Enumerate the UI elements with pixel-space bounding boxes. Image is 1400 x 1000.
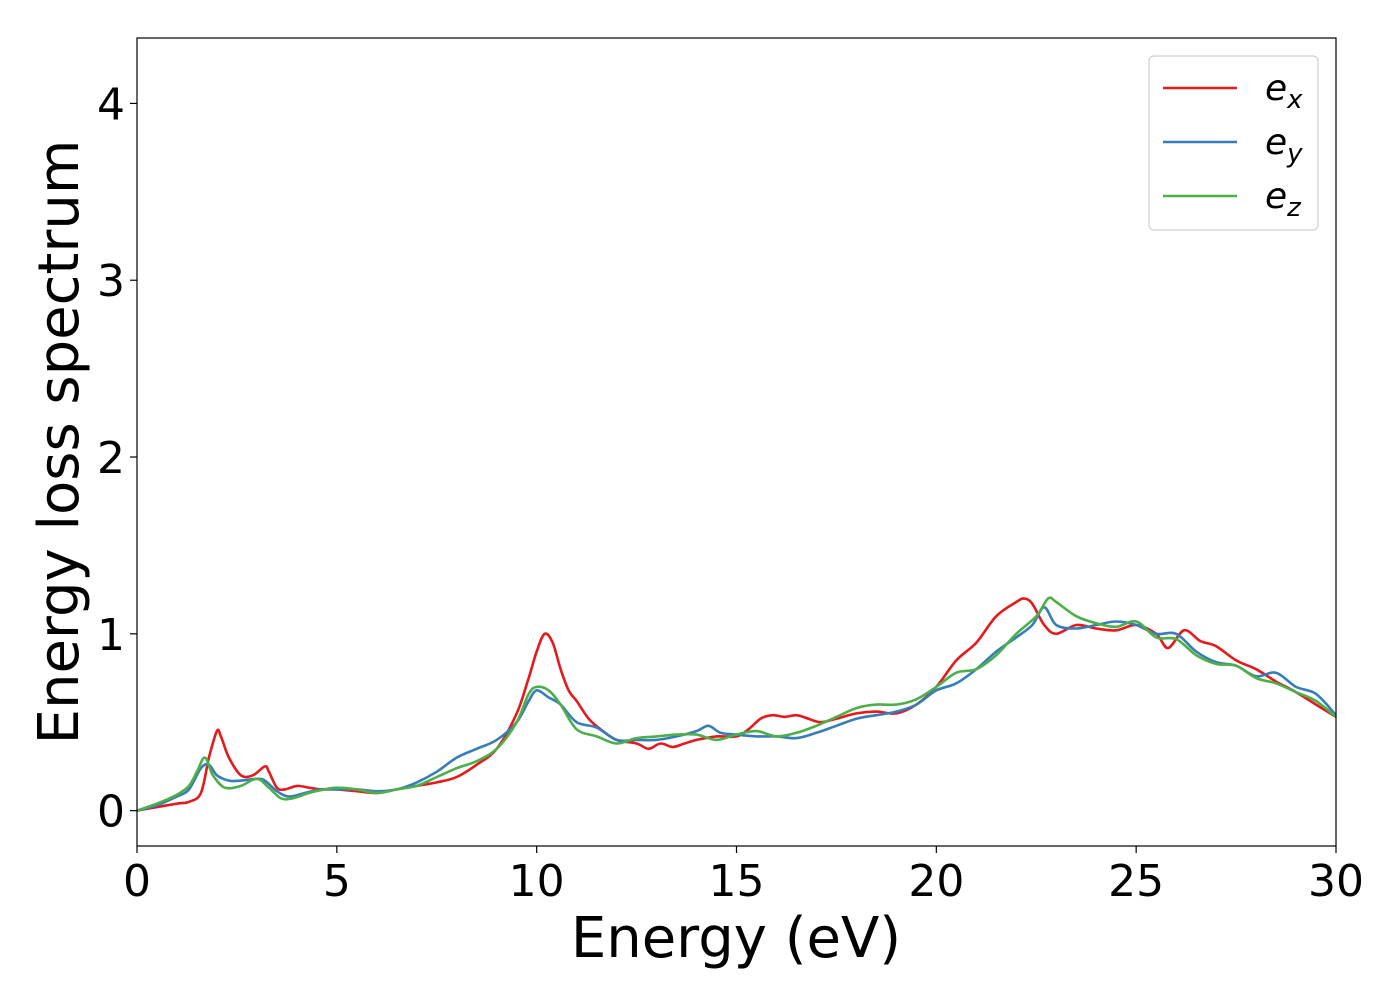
legend-label: ey (1265, 122, 1303, 169)
y-tick-label: 4 (97, 79, 125, 130)
x-tick-label: 10 (509, 856, 565, 907)
y-tick-label: 3 (97, 256, 125, 307)
x-tick-label: 25 (1108, 856, 1164, 907)
x-tick-label: 15 (709, 856, 765, 907)
x-axis-title: Energy (eV) (571, 906, 901, 971)
y-tick-label: 2 (97, 433, 125, 484)
y-tick-label: 0 (97, 787, 125, 838)
x-tick-label: 20 (908, 856, 964, 907)
x-axis-ticks: 0 5 10 15 20 25 30 (123, 846, 1364, 907)
plot-lines (137, 596, 1336, 812)
y-axis-title: Energy loss spectrum (27, 140, 92, 745)
legend-label: ex (1265, 68, 1303, 115)
x-tick-label: 5 (323, 856, 351, 907)
x-tick-label: 0 (123, 856, 151, 907)
y-tick-label: 1 (97, 610, 125, 661)
series-line-ez (137, 596, 1336, 812)
y-axis-ticks: 0 1 2 3 4 (97, 79, 137, 838)
x-tick-label: 30 (1308, 856, 1364, 907)
